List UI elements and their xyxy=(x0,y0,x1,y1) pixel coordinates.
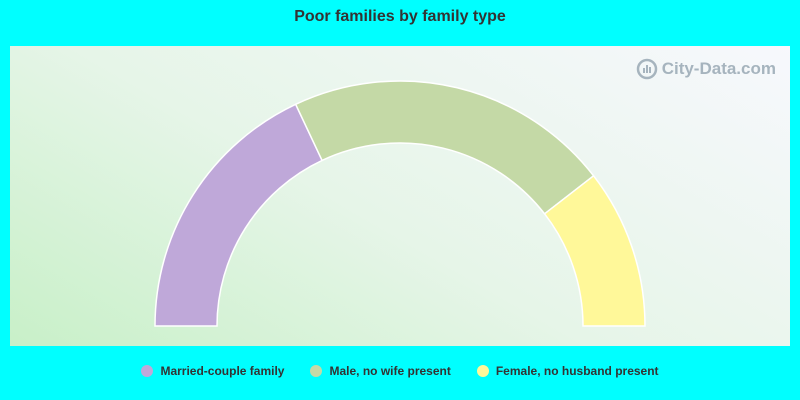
legend-label-male-no-wife-present: Male, no wife present xyxy=(329,364,451,378)
plot-area: City-Data.com xyxy=(10,46,790,346)
legend-label-married-couple-family: Married-couple family xyxy=(160,364,285,378)
legend: Married-couple family Male, no wife prese… xyxy=(0,364,800,378)
slice-male-no-wife-present xyxy=(294,80,595,215)
legend-swatch-female-no-husband-present xyxy=(476,365,489,377)
semi-donut-chart xyxy=(154,80,646,327)
slice-female-no-husband-present xyxy=(543,174,646,327)
legend-item-male-no-wife-present: Male, no wife present xyxy=(310,364,451,378)
city-data-logo-icon xyxy=(636,58,657,80)
chart-title: Poor families by family type xyxy=(294,8,506,25)
legend-item-married-couple-family: Married-couple family xyxy=(141,364,284,378)
legend-label-female-no-husband-present: Female, no husband present xyxy=(495,364,659,378)
legend-swatch-married-couple-family xyxy=(141,365,154,377)
watermark: City-Data.com xyxy=(636,58,776,80)
legend-item-female-no-husband-present: Female, no husband present xyxy=(476,364,659,378)
slice-married-couple-family xyxy=(154,103,324,327)
legend-swatch-male-no-wife-present xyxy=(310,365,323,377)
watermark-text: City-Data.com xyxy=(661,59,776,78)
